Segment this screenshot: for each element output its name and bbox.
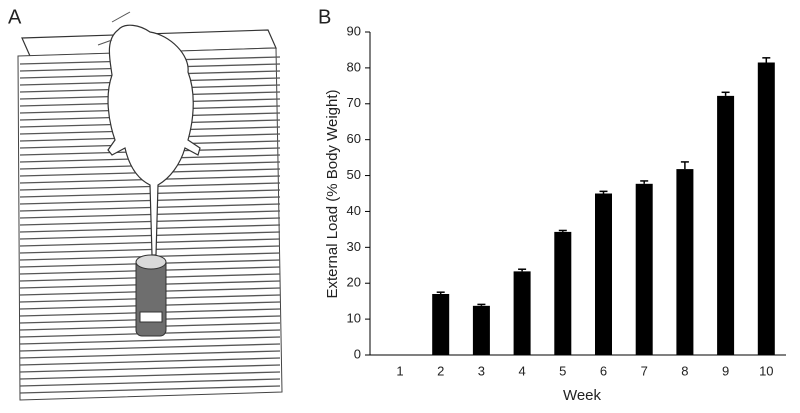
rung xyxy=(19,364,281,373)
bar xyxy=(757,62,775,355)
bar xyxy=(432,293,450,355)
bar xyxy=(513,271,531,355)
x-axis-label: Week xyxy=(563,387,602,404)
x-tick-label: 4 xyxy=(518,363,525,378)
y-tick-label: 90 xyxy=(347,23,361,38)
weight-band xyxy=(139,311,163,323)
rung xyxy=(19,336,281,345)
rung xyxy=(19,245,281,254)
x-tick-label: 10 xyxy=(759,363,773,378)
x-tick-label: 8 xyxy=(681,363,688,378)
panel-label: B xyxy=(318,6,331,28)
x-tick-label: 7 xyxy=(641,363,648,378)
rung xyxy=(19,231,281,240)
y-tick-label: 60 xyxy=(347,131,361,146)
x-tick-label: 1 xyxy=(396,363,403,378)
rung xyxy=(19,217,281,226)
panel-label: A xyxy=(8,6,22,28)
y-tick-label: 80 xyxy=(347,59,361,74)
rung xyxy=(19,385,281,394)
illustration xyxy=(17,11,283,401)
bar xyxy=(717,95,735,355)
y-tick-label: 30 xyxy=(347,239,361,254)
y-tick-label: 50 xyxy=(347,167,361,182)
rung xyxy=(19,378,281,387)
rung xyxy=(19,210,281,219)
y-tick-label: 40 xyxy=(347,203,361,218)
rung xyxy=(19,343,281,352)
bar xyxy=(635,183,653,355)
bar xyxy=(595,193,612,355)
weight-tube xyxy=(135,257,167,337)
bar xyxy=(554,231,572,355)
y-tick-label: 10 xyxy=(347,311,361,326)
y-axis-label: External Load (% Body Weight) xyxy=(324,89,341,298)
whisker xyxy=(111,11,131,23)
weight-cap xyxy=(135,254,167,270)
y-tick-label: 20 xyxy=(347,275,361,290)
x-tick-label: 5 xyxy=(559,363,566,378)
y-tick-label: 0 xyxy=(354,346,361,361)
rung xyxy=(19,203,281,212)
rung xyxy=(19,371,281,380)
rung xyxy=(19,350,281,359)
x-tick-label: 6 xyxy=(600,363,607,378)
bar xyxy=(676,169,694,355)
rung xyxy=(19,224,281,233)
rung xyxy=(19,357,281,366)
x-tick-label: 3 xyxy=(478,363,485,378)
x-tick-label: 2 xyxy=(437,363,444,378)
y-tick-label: 70 xyxy=(347,95,361,110)
rung xyxy=(19,238,281,247)
rat xyxy=(107,24,201,256)
bar xyxy=(472,305,490,355)
x-tick-label: 9 xyxy=(722,363,729,378)
whisker xyxy=(97,39,113,46)
